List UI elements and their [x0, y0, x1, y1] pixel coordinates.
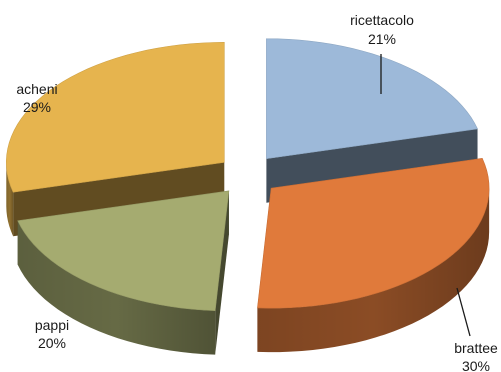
slices-layer — [5, 38, 490, 355]
slice-value-brattee: 30% — [462, 358, 490, 372]
label-group-pappi: pappi 20% — [35, 317, 69, 351]
slice-label-acheni: acheni — [16, 81, 57, 97]
slice-pappi — [17, 190, 230, 355]
slice-top-ricettacolo — [266, 38, 479, 160]
slice-value-ricettacolo: 21% — [368, 31, 396, 47]
slice-top-brattee — [257, 157, 490, 309]
slice-top-acheni — [5, 42, 225, 193]
slice-label-brattee: brattee — [454, 340, 498, 356]
label-group-acheni: acheni 29% — [16, 81, 57, 115]
slice-label-ricettacolo: ricettacolo — [350, 12, 414, 28]
slice-top-pappi — [17, 190, 230, 311]
slice-value-pappi: 20% — [38, 335, 66, 351]
slice-side-shade-acheni — [6, 162, 14, 237]
slice-side-shade-brattee — [257, 188, 490, 353]
leader-line-brattee — [456, 287, 471, 337]
slice-value-acheni: 29% — [23, 99, 51, 115]
slice-label-pappi: pappi — [35, 317, 69, 333]
label-group-brattee: brattee 30% — [454, 287, 498, 372]
label-group-ricettacolo: ricettacolo 21% — [350, 12, 414, 94]
slice-brattee — [257, 157, 490, 353]
slice-side-shade-pappi — [17, 220, 216, 355]
